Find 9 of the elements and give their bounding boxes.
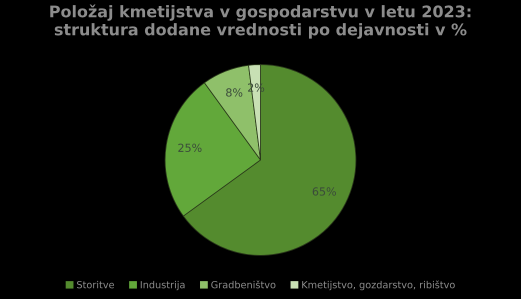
- data-label: 8%: [226, 88, 242, 97]
- data-label: 25%: [178, 144, 202, 152]
- legend-label: Gradbeništvo: [211, 280, 276, 288]
- legend-label: Storitve: [77, 280, 114, 288]
- chart-title: Položaj kmetijstva v gospodarstvu v letu 2023: struktura dodane vrednosti po dejavnosti v %: [50, 4, 470, 39]
- legend-label: Industrija: [140, 280, 185, 290]
- legend-label: Kmetijstvo, gozdarstvo, ribištvo: [302, 280, 455, 290]
- data-label: 2%: [248, 83, 264, 92]
- data-label: 65%: [312, 187, 336, 196]
